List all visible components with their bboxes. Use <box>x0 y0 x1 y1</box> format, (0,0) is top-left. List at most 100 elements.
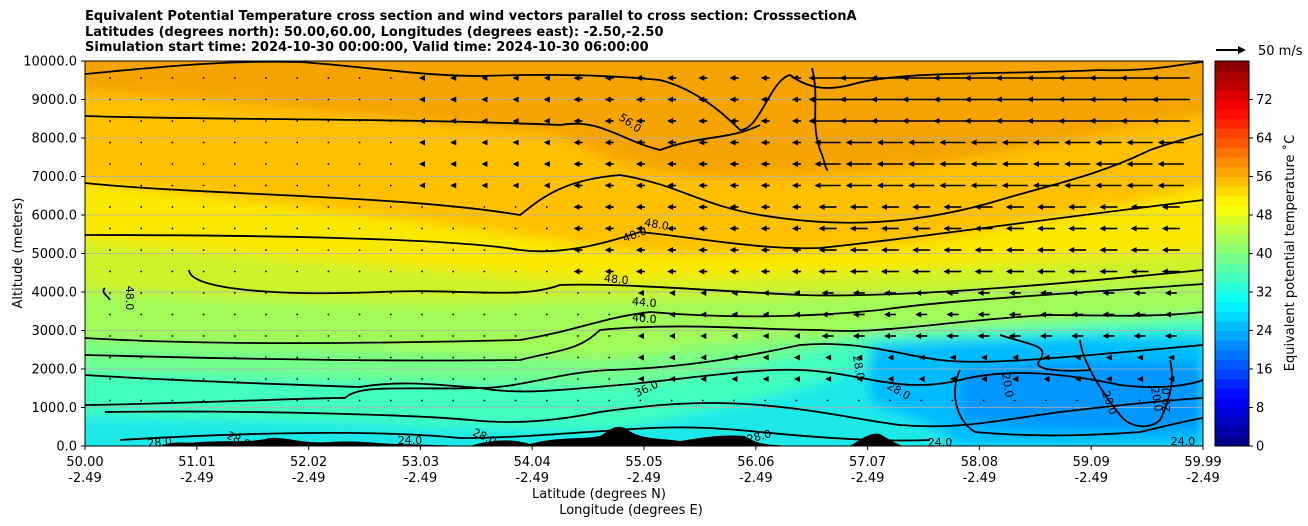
wind-vector-head <box>760 139 767 146</box>
wind-vector-head <box>573 118 580 124</box>
wind-vector-head <box>543 118 550 124</box>
wind-vector <box>202 98 205 101</box>
wind-vector <box>389 356 392 359</box>
wind-vector <box>202 356 205 359</box>
wind-vector-head <box>912 268 919 275</box>
colorbar-step <box>1215 118 1249 129</box>
wind-vector-head <box>1058 118 1065 124</box>
wind-vector-head <box>849 225 856 232</box>
y-tick-label: 8000.0 <box>32 132 78 147</box>
wind-vector-head <box>808 75 815 81</box>
wind-vector-head <box>698 268 705 275</box>
wind-vector-head <box>1012 376 1019 382</box>
contour-line <box>999 334 1091 372</box>
wind-vector-head <box>512 96 519 103</box>
x-tick-label-lat: 55.05 <box>625 455 662 470</box>
wind-vector <box>1169 399 1172 402</box>
contour-line <box>102 287 111 301</box>
wind-vector <box>140 227 143 230</box>
wind-vector-head <box>604 268 611 275</box>
contour-label: 44.0 <box>632 295 658 310</box>
wind-vector-head <box>419 161 425 167</box>
wind-vector <box>140 206 143 208</box>
wind-vector-head <box>1095 139 1102 146</box>
wind-vector <box>265 249 267 251</box>
wind-vector <box>452 399 455 402</box>
wind-vector <box>233 356 236 359</box>
wind-vector <box>109 249 111 251</box>
wind-vector-head <box>995 118 1002 124</box>
wind-vector <box>296 249 299 251</box>
wind-vector-head <box>964 118 971 124</box>
wind-vector <box>296 292 299 294</box>
wind-vector <box>140 163 143 165</box>
x-tick-label-lon: -2.49 <box>739 471 773 486</box>
wind-vector <box>140 292 143 294</box>
wind-vector-head <box>573 182 580 189</box>
wind-vector <box>1107 399 1110 402</box>
y-tick-label: 4000.0 <box>32 286 78 301</box>
wind-vector-head <box>974 268 981 275</box>
wind-vector-head <box>943 268 950 275</box>
wind-vector <box>857 399 860 402</box>
wind-vector <box>233 335 236 337</box>
wind-vector <box>826 399 829 402</box>
wind-vector <box>514 206 517 208</box>
wind-vector <box>483 292 486 294</box>
wind-vector-head <box>573 75 580 81</box>
wind-vector-head <box>1161 204 1168 210</box>
wind-vector-head <box>1037 247 1043 253</box>
wind-vector-head <box>908 139 915 146</box>
wind-vector-head <box>543 96 550 103</box>
colorbar: 0 8 16 24 32 40 48 56 64 72 <box>1214 60 1273 455</box>
contour-line <box>85 343 1203 389</box>
wind-vector-head <box>943 247 950 253</box>
wind-vector <box>514 249 517 251</box>
wind-vector <box>577 313 579 316</box>
terrain <box>160 426 905 446</box>
colorbar-step <box>1215 195 1249 206</box>
wind-vector-head <box>760 225 767 232</box>
wind-vector <box>140 378 143 380</box>
y-tick-label: 2000.0 <box>32 363 78 378</box>
wind-vector-head <box>450 118 457 124</box>
wind-vector <box>358 378 361 380</box>
wind-vector <box>608 356 611 359</box>
wind-vector <box>109 184 111 187</box>
wind-vector-head <box>637 376 644 382</box>
wind-vector-head <box>821 311 828 318</box>
colorbar-tick-label: 32 <box>1256 286 1273 301</box>
wind-vector-head <box>839 118 846 124</box>
wind-vector-head <box>573 161 580 167</box>
wind-vector-head <box>964 75 971 81</box>
colorbar-step <box>1215 243 1249 254</box>
wind-vector <box>327 270 330 273</box>
wind-vector-head <box>667 225 674 232</box>
wind-vector-head <box>1133 311 1140 318</box>
x-tick-label-lat: 57.07 <box>849 455 886 470</box>
wind-vector <box>171 249 174 251</box>
contour-label: 24.0 <box>398 434 423 447</box>
wind-vector <box>109 313 111 316</box>
wind-vector <box>296 141 299 144</box>
wind-vector-head <box>635 268 642 275</box>
wind-vector-head <box>604 225 611 232</box>
wind-vector-head <box>908 161 915 167</box>
wind-vector-head <box>1168 376 1175 382</box>
wind-vector-head <box>1064 161 1071 167</box>
wind-vector-head <box>1102 290 1109 296</box>
wind-vector <box>171 206 174 208</box>
wind-vector-head <box>1037 268 1043 275</box>
wind-vector <box>608 399 611 402</box>
wind-vector-head <box>1074 376 1081 382</box>
wind-vector <box>483 206 486 208</box>
wind-vector-head <box>939 139 946 146</box>
title-line-3: Simulation start time: 2024-10-30 00:00:… <box>85 40 649 55</box>
wind-vector <box>327 292 330 294</box>
colorbar-tick-label: 24 <box>1256 324 1273 339</box>
wind-vector <box>421 227 423 230</box>
wind-vector <box>795 399 798 402</box>
vector-key-label: 50 m/s <box>1258 44 1303 59</box>
colorbar-step <box>1215 340 1249 351</box>
wind-vector-head <box>1001 139 1008 146</box>
